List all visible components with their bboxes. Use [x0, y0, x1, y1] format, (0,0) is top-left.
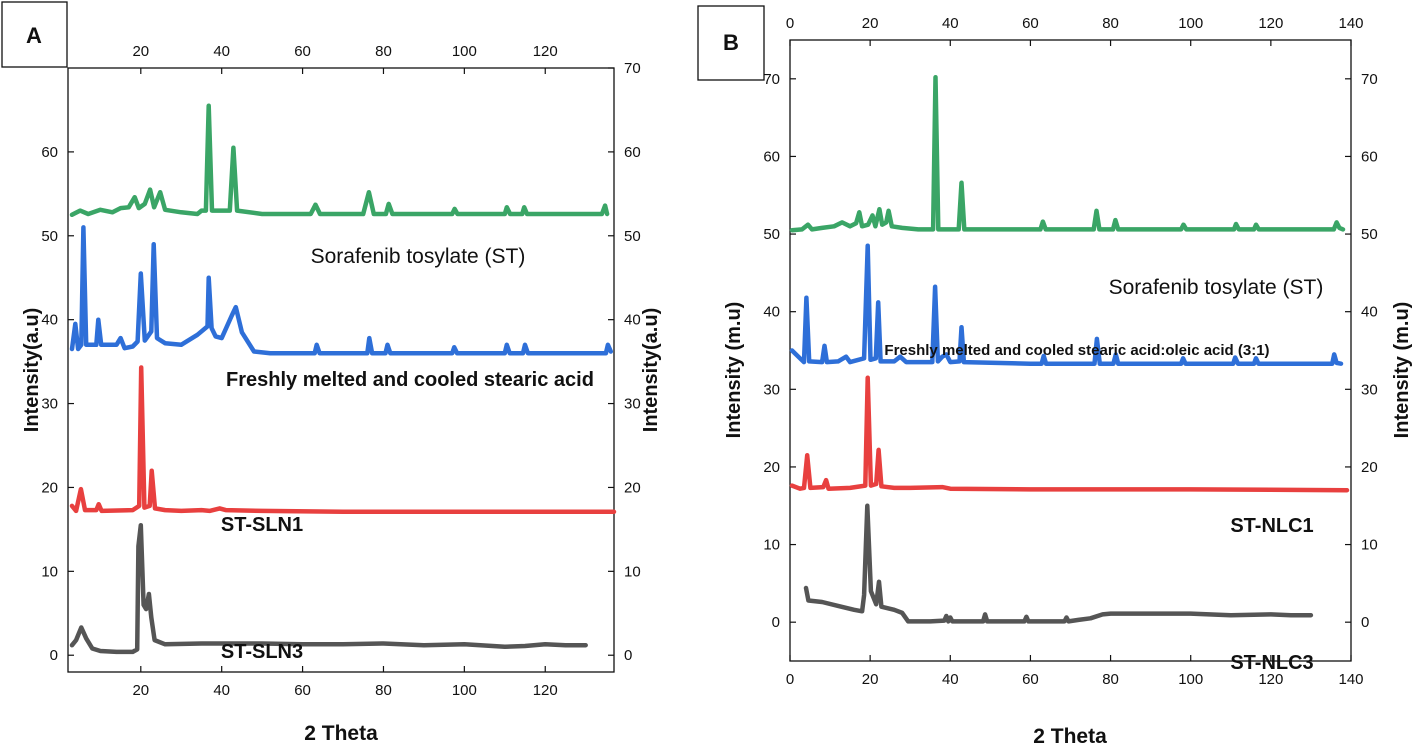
- y-tick-label-left-a-20: 20: [41, 479, 58, 496]
- panel-a-x-label: 2 Theta: [304, 722, 378, 745]
- panel-a-y-label-left: Intensity(a.u): [21, 308, 43, 432]
- x-tick-label-a-20: 20: [132, 682, 149, 699]
- top-x-tick-label-a-80: 80: [375, 43, 392, 60]
- panel-a-y-label-right: Intensity(a.u): [640, 308, 662, 432]
- top-x-tick-label-b-100: 100: [1178, 15, 1203, 32]
- y-tick-label-right-a-60: 60: [624, 144, 641, 161]
- y-tick-label-right-a-70: 70: [624, 60, 641, 77]
- panel-b-x-label: 2 Theta: [1033, 725, 1107, 748]
- panel-b-letter: B: [723, 30, 739, 55]
- top-x-tick-label-b-120: 120: [1258, 15, 1283, 32]
- annotation-a-stearic: Freshly melted and cooled stearic acid: [226, 369, 594, 391]
- y-tick-label-left-b-40: 40: [763, 304, 780, 321]
- x-tick-label-b-20: 20: [862, 671, 879, 688]
- annotation-b-nlc1: ST-NLC1: [1230, 515, 1313, 537]
- y-tick-label-left-a-40: 40: [41, 312, 58, 329]
- x-tick-label-b-120: 120: [1258, 671, 1283, 688]
- y-tick-label-left-a-50: 50: [41, 228, 58, 245]
- x-tick-label-b-100: 100: [1178, 671, 1203, 688]
- annotation-b-stearic-oleic: Freshly melted and cooled stearic acid:o…: [884, 342, 1269, 359]
- y-tick-label-left-b-60: 60: [763, 148, 780, 165]
- y-tick-label-left-a-30: 30: [41, 396, 58, 413]
- x-tick-label-a-80: 80: [375, 682, 392, 699]
- y-tick-label-right-b-0: 0: [1361, 614, 1369, 631]
- top-x-tick-label-a-60: 60: [294, 43, 311, 60]
- series-b-2: [789, 375, 1350, 493]
- annotation-b-nlc3: ST-NLC3: [1230, 652, 1313, 674]
- top-x-tick-label-b-0: 0: [786, 15, 794, 32]
- y-tick-label-right-b-70: 70: [1361, 71, 1378, 88]
- y-tick-label-right-b-60: 60: [1361, 148, 1378, 165]
- top-x-tick-label-a-120: 120: [533, 43, 558, 60]
- y-tick-label-left-a-60: 60: [41, 144, 58, 161]
- panel-a-series: [69, 103, 617, 655]
- y-tick-label-left-a-10: 10: [41, 563, 58, 580]
- y-tick-label-right-b-20: 20: [1361, 459, 1378, 476]
- series-a-1: [69, 225, 614, 356]
- y-tick-label-right-a-40: 40: [624, 312, 641, 329]
- x-tick-label-b-40: 40: [942, 671, 959, 688]
- y-tick-label-left-b-70: 70: [763, 71, 780, 88]
- y-tick-label-left-b-0: 0: [772, 614, 780, 631]
- y-tick-label-right-a-10: 10: [624, 563, 641, 580]
- top-x-tick-label-b-80: 80: [1102, 15, 1119, 32]
- y-tick-label-left-b-30: 30: [763, 381, 780, 398]
- panel-b-series: [789, 75, 1350, 624]
- x-tick-label-b-140: 140: [1338, 671, 1363, 688]
- panel-b-y-label-left: Intensity (m.u): [723, 302, 745, 439]
- x-tick-label-a-120: 120: [533, 682, 558, 699]
- series-a-2: [69, 365, 617, 515]
- y-tick-label-right-a-50: 50: [624, 228, 641, 245]
- series-b-0: [789, 75, 1346, 233]
- y-tick-label-left-a-0: 0: [50, 647, 58, 664]
- panel-a-label-box: [1, 1, 68, 68]
- annotation-a-sln3: ST-SLN3: [221, 641, 303, 663]
- series-a-0: [69, 103, 610, 218]
- panel-b-label-box: [697, 5, 765, 81]
- y-tick-label-right-b-30: 30: [1361, 381, 1378, 398]
- y-tick-label-left-b-10: 10: [763, 537, 780, 554]
- series-a-3: [69, 522, 588, 655]
- x-tick-label-a-100: 100: [452, 682, 477, 699]
- x-tick-label-a-40: 40: [213, 682, 230, 699]
- annotation-a-st: Sorafenib tosylate (ST): [311, 245, 526, 268]
- x-tick-label-b-80: 80: [1102, 671, 1119, 688]
- top-x-tick-label-b-60: 60: [1022, 15, 1039, 32]
- top-x-tick-label-a-40: 40: [213, 43, 230, 60]
- series-b-1: [789, 243, 1344, 366]
- y-tick-label-right-a-0: 0: [624, 647, 632, 664]
- panel-a-letter: A: [26, 23, 42, 48]
- top-x-tick-label-b-140: 140: [1338, 15, 1363, 32]
- series-b-3: [803, 503, 1314, 624]
- annotation-b-st: Sorafenib tosylate (ST): [1109, 276, 1324, 299]
- top-x-tick-label-b-20: 20: [862, 15, 879, 32]
- x-tick-label-a-60: 60: [294, 682, 311, 699]
- y-tick-label-left-b-20: 20: [763, 459, 780, 476]
- y-tick-label-right-b-40: 40: [1361, 304, 1378, 321]
- panel-b-y-label-right: Intensity (m.u): [1391, 302, 1413, 439]
- top-x-tick-label-a-100: 100: [452, 43, 477, 60]
- top-x-tick-label-b-40: 40: [942, 15, 959, 32]
- y-tick-label-left-b-50: 50: [763, 226, 780, 243]
- y-tick-label-right-a-20: 20: [624, 479, 641, 496]
- y-tick-label-right-b-10: 10: [1361, 537, 1378, 554]
- annotation-a-sln1: ST-SLN1: [221, 514, 303, 536]
- y-tick-label-right-a-30: 30: [624, 396, 641, 413]
- y-tick-label-right-b-50: 50: [1361, 226, 1378, 243]
- top-x-tick-label-a-20: 20: [132, 43, 149, 60]
- x-tick-label-b-60: 60: [1022, 671, 1039, 688]
- panel-a-frame: [67, 67, 615, 673]
- x-tick-label-b-0: 0: [786, 671, 794, 688]
